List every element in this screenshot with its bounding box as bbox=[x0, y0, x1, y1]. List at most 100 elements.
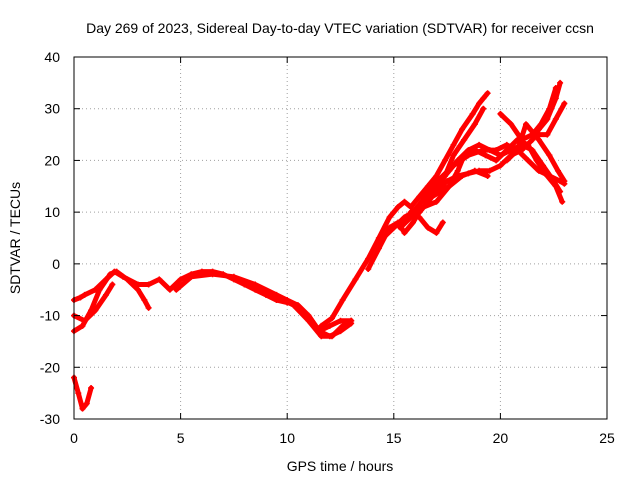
data-point bbox=[446, 183, 453, 190]
data-point bbox=[79, 322, 86, 329]
data-point bbox=[107, 271, 114, 278]
series-track-o bbox=[503, 121, 568, 185]
data-point bbox=[557, 188, 564, 195]
data-point bbox=[446, 167, 453, 174]
data-point bbox=[433, 198, 440, 205]
data-point bbox=[102, 291, 109, 298]
data-point bbox=[437, 178, 444, 185]
data-point bbox=[535, 136, 542, 143]
x-axis-label: GPS time / hours bbox=[287, 458, 394, 474]
data-point bbox=[459, 172, 466, 179]
data-point bbox=[209, 271, 216, 278]
data-point bbox=[290, 302, 297, 309]
data-point bbox=[561, 178, 568, 185]
data-point bbox=[522, 121, 529, 128]
data-point bbox=[134, 286, 141, 293]
data-point bbox=[559, 198, 566, 205]
data-point bbox=[318, 322, 325, 329]
data-point bbox=[166, 286, 173, 293]
data-point bbox=[395, 203, 402, 210]
data-point bbox=[486, 147, 493, 154]
data-point bbox=[529, 136, 536, 143]
y-tick-label: 40 bbox=[44, 49, 60, 65]
data-point bbox=[420, 203, 427, 210]
data-point bbox=[113, 268, 120, 275]
y-axis-label: SDTVAR / TECUs bbox=[7, 182, 23, 294]
data-point bbox=[230, 273, 237, 280]
data-point bbox=[81, 317, 88, 324]
data-point bbox=[141, 297, 148, 304]
data-point bbox=[535, 167, 542, 174]
data-point bbox=[352, 276, 359, 283]
data-point bbox=[503, 157, 510, 164]
data-point bbox=[397, 224, 404, 231]
series-line bbox=[318, 90, 491, 329]
data-point bbox=[525, 157, 532, 164]
data-point bbox=[471, 167, 478, 174]
data-point bbox=[145, 281, 152, 288]
series-track-p bbox=[535, 100, 568, 138]
data-point bbox=[348, 317, 355, 324]
chart-title: Day 269 of 2023, Sidereal Day-to-day VTE… bbox=[86, 20, 594, 36]
data-point bbox=[497, 162, 504, 169]
data-point bbox=[557, 79, 564, 86]
data-point bbox=[424, 224, 431, 231]
data-point bbox=[416, 193, 423, 200]
data-point bbox=[96, 286, 103, 293]
data-point bbox=[486, 167, 493, 174]
data-point bbox=[480, 95, 487, 102]
data-point bbox=[88, 384, 95, 391]
y-tick-label: 30 bbox=[44, 101, 60, 117]
data-point bbox=[418, 198, 425, 205]
data-point bbox=[546, 152, 553, 159]
series-line bbox=[429, 142, 563, 194]
data-point bbox=[508, 121, 515, 128]
x-tick-label: 5 bbox=[177, 430, 185, 446]
data-point bbox=[156, 276, 163, 283]
data-point bbox=[484, 90, 491, 97]
x-tick-label: 25 bbox=[599, 430, 615, 446]
data-point bbox=[552, 85, 559, 92]
data-point bbox=[81, 291, 88, 298]
data-point bbox=[550, 178, 557, 185]
y-tick-label: -30 bbox=[40, 411, 60, 427]
y-tick-label: 0 bbox=[52, 256, 60, 272]
y-tick-label: 20 bbox=[44, 152, 60, 168]
series-track-f bbox=[318, 90, 491, 329]
data-point bbox=[529, 147, 536, 154]
data-point bbox=[450, 141, 457, 148]
data-point bbox=[386, 214, 393, 221]
data-point bbox=[476, 141, 483, 148]
series-track-e bbox=[241, 281, 355, 340]
data-point bbox=[476, 100, 483, 107]
data-point bbox=[390, 224, 397, 231]
data-point bbox=[375, 245, 382, 252]
data-point bbox=[409, 219, 416, 226]
grid-lines bbox=[74, 57, 607, 419]
data-point bbox=[77, 294, 84, 301]
data-point bbox=[318, 333, 325, 340]
data-point bbox=[484, 172, 491, 179]
data-point bbox=[503, 141, 510, 148]
data-point bbox=[497, 152, 504, 159]
data-point bbox=[124, 276, 131, 283]
data-point bbox=[241, 281, 248, 288]
data-point bbox=[537, 121, 544, 128]
data-point bbox=[92, 307, 99, 314]
y-tick-label: -20 bbox=[40, 359, 60, 375]
axis-ticks bbox=[73, 56, 608, 420]
data-point bbox=[444, 178, 451, 185]
x-tick-label: 10 bbox=[279, 430, 295, 446]
data-point bbox=[328, 333, 335, 340]
data-point bbox=[441, 157, 448, 164]
data-point bbox=[365, 266, 372, 273]
series-track-b bbox=[71, 268, 152, 335]
data-point bbox=[407, 214, 414, 221]
y-tick-label: -10 bbox=[40, 308, 60, 324]
data-point bbox=[439, 219, 446, 226]
data-point bbox=[109, 281, 116, 288]
data-point bbox=[544, 131, 551, 138]
data-point bbox=[508, 147, 515, 154]
data-point bbox=[416, 214, 423, 221]
